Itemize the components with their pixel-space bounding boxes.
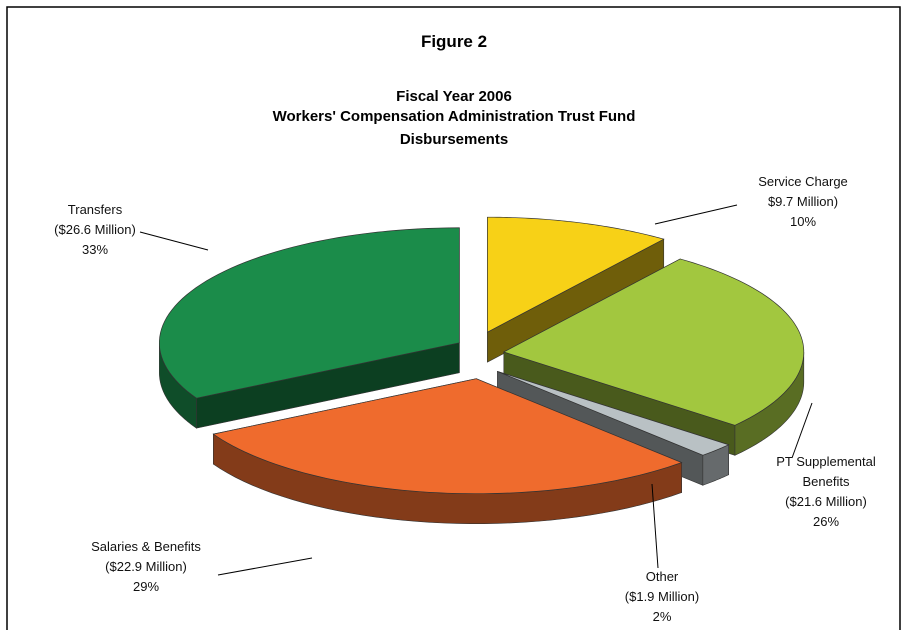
label-line: Salaries & Benefits <box>91 539 201 554</box>
slice <box>497 371 730 456</box>
leader-line <box>791 402 813 459</box>
label-line: 26% <box>812 514 840 529</box>
leader-line <box>654 204 738 225</box>
slice <box>159 227 460 399</box>
slice <box>487 216 665 333</box>
subtitle: Fiscal Year 2006 <box>396 88 512 105</box>
label-line: ($1.9 Million) <box>624 589 700 604</box>
label-line: PT Supplemental Benefits <box>776 454 876 489</box>
slice <box>212 378 683 495</box>
chart-title: Figure 2 <box>420 32 488 51</box>
label-line: 2% <box>652 609 672 624</box>
slice-label: PT Supplemental Benefits ($21.6 Million) 2… <box>756 452 896 532</box>
label-line: 29% <box>132 579 160 594</box>
slice-label: Transfers ($26.6 Million) 33% <box>35 200 155 260</box>
label-line: 10% <box>789 214 817 229</box>
label-line: ($22.9 Million) <box>105 559 187 574</box>
label-line: Transfers <box>67 202 123 217</box>
leader-line <box>139 231 209 251</box>
slice-label: Service Charge $9.7 Million) 10% <box>733 172 873 232</box>
label-line: Other <box>645 569 679 584</box>
label-line: Service Charge <box>758 174 848 189</box>
leader-line <box>651 483 659 569</box>
frame <box>6 6 901 630</box>
label-line: ($26.6 Million) <box>54 222 136 237</box>
label-line: $9.7 Million) <box>767 194 839 209</box>
subtitle: Workers' Compensation Administration Tru… <box>272 108 636 125</box>
subtitle: Disbursements <box>399 131 509 148</box>
slice-label: Salaries & Benefits ($22.9 Million) 29% <box>71 537 221 597</box>
label-line: ($21.6 Million) <box>785 494 867 509</box>
leader-line <box>217 557 313 576</box>
label-line: 33% <box>81 242 109 257</box>
slice-label: Other ($1.9 Million) 2% <box>607 567 717 627</box>
slice <box>502 258 805 426</box>
